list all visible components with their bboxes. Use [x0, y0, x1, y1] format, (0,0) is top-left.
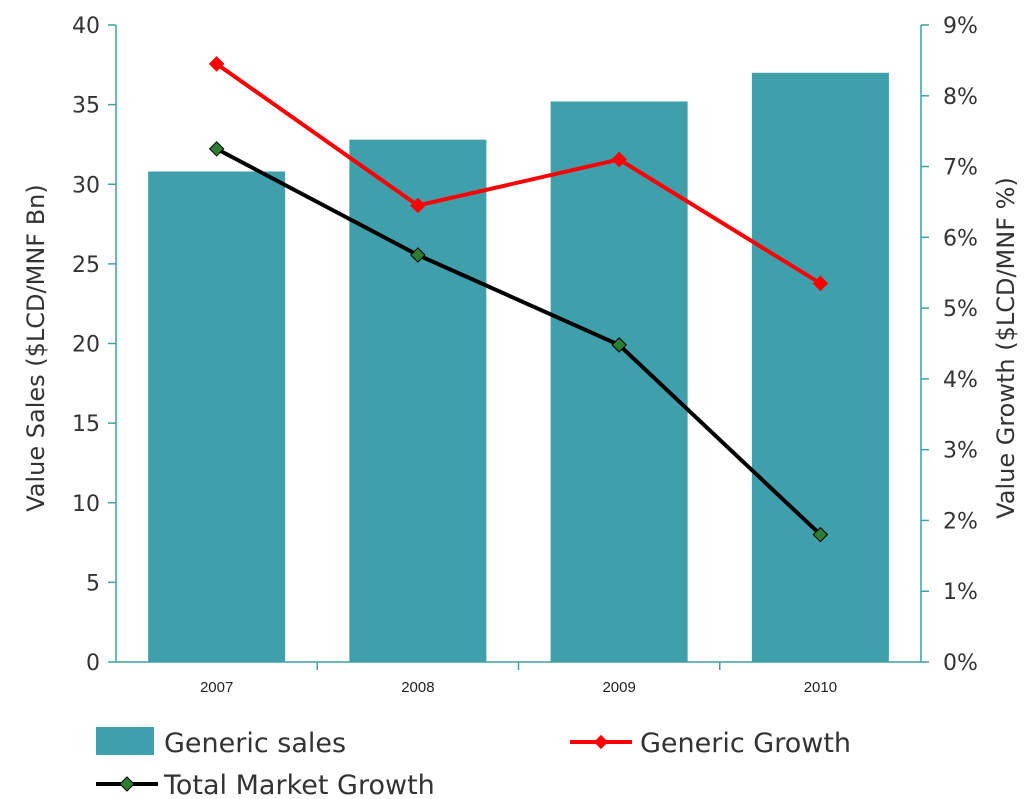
lines-layer	[208, 56, 829, 543]
y-right-tick-label: 4%	[943, 368, 978, 393]
legend-label-total-market-growth: Total Market Growth	[163, 770, 435, 799]
left-axis: 0 5 10 15 20 25 30 35 40	[72, 14, 117, 676]
bars-layer	[148, 72, 889, 662]
y-axis-left-label: Value Sales ($LCD/MNF Bn)	[22, 184, 50, 512]
right-axis: 0% 1% 2% 3% 4% 5% 6% 7% 8% 9%	[920, 14, 978, 676]
y-right-tick-label: 1%	[943, 580, 978, 605]
y-right-tick-label: 9%	[943, 14, 978, 39]
point-generic-growth-2010	[812, 275, 829, 292]
y-left-tick-label: 20	[72, 333, 100, 358]
bar-2009	[550, 101, 688, 662]
point-generic-growth-2009	[611, 151, 627, 168]
point-total-market-growth-2009	[611, 337, 627, 353]
legend-label-generic-growth: Generic Growth	[640, 728, 851, 759]
point-generic-growth-2007	[208, 56, 225, 72]
y-left-tick-label: 10	[72, 492, 100, 517]
point-total-market-growth-2007	[208, 141, 225, 157]
line-generic-growth	[215, 62, 822, 286]
x-tick-label: 2009	[602, 679, 635, 696]
y-right-tick-label: 0%	[943, 651, 978, 676]
y-right-tick-label: 3%	[943, 439, 978, 464]
point-generic-growth-2008	[410, 197, 426, 214]
y-left-tick-label: 35	[72, 94, 100, 119]
y-right-tick-label: 5%	[943, 297, 978, 322]
legend-marker-generic-growth	[593, 734, 609, 750]
y-left-tick-label: 25	[72, 253, 100, 278]
y-axis-right-label: Value Growth ($LCD/MNF %)	[992, 177, 1020, 519]
point-total-market-growth-2010	[812, 526, 829, 543]
x-tick-label: 2008	[401, 679, 434, 696]
legend-swatch-generic-sales	[96, 727, 154, 755]
x-tick-label: 2010	[804, 679, 837, 696]
y-left-tick-label: 15	[72, 412, 100, 437]
y-left-tick-label: 40	[72, 14, 100, 39]
bar-2010	[751, 72, 889, 662]
y-left-tick-label: 5	[86, 571, 100, 596]
point-total-market-growth-2008	[410, 247, 426, 263]
legend-marker-total-market-growth	[119, 776, 135, 792]
y-left-tick-label: 0	[86, 651, 100, 676]
y-left-tick-label: 30	[72, 173, 100, 198]
x-axis: 2007 2008 2009 2010	[116, 661, 921, 696]
x-tick-label: 2007	[200, 679, 233, 696]
line-total-market-growth	[215, 147, 822, 537]
bar-2007	[148, 171, 286, 662]
y-right-tick-label: 6%	[943, 226, 978, 251]
legend: Generic sales Generic Growth Total Marke…	[96, 727, 851, 799]
legend-label-generic-sales: Generic sales	[164, 728, 346, 759]
bar-2008	[349, 139, 487, 662]
y-right-tick-label: 2%	[943, 509, 978, 534]
y-right-tick-label: 8%	[943, 85, 978, 110]
y-right-tick-label: 7%	[943, 156, 978, 181]
